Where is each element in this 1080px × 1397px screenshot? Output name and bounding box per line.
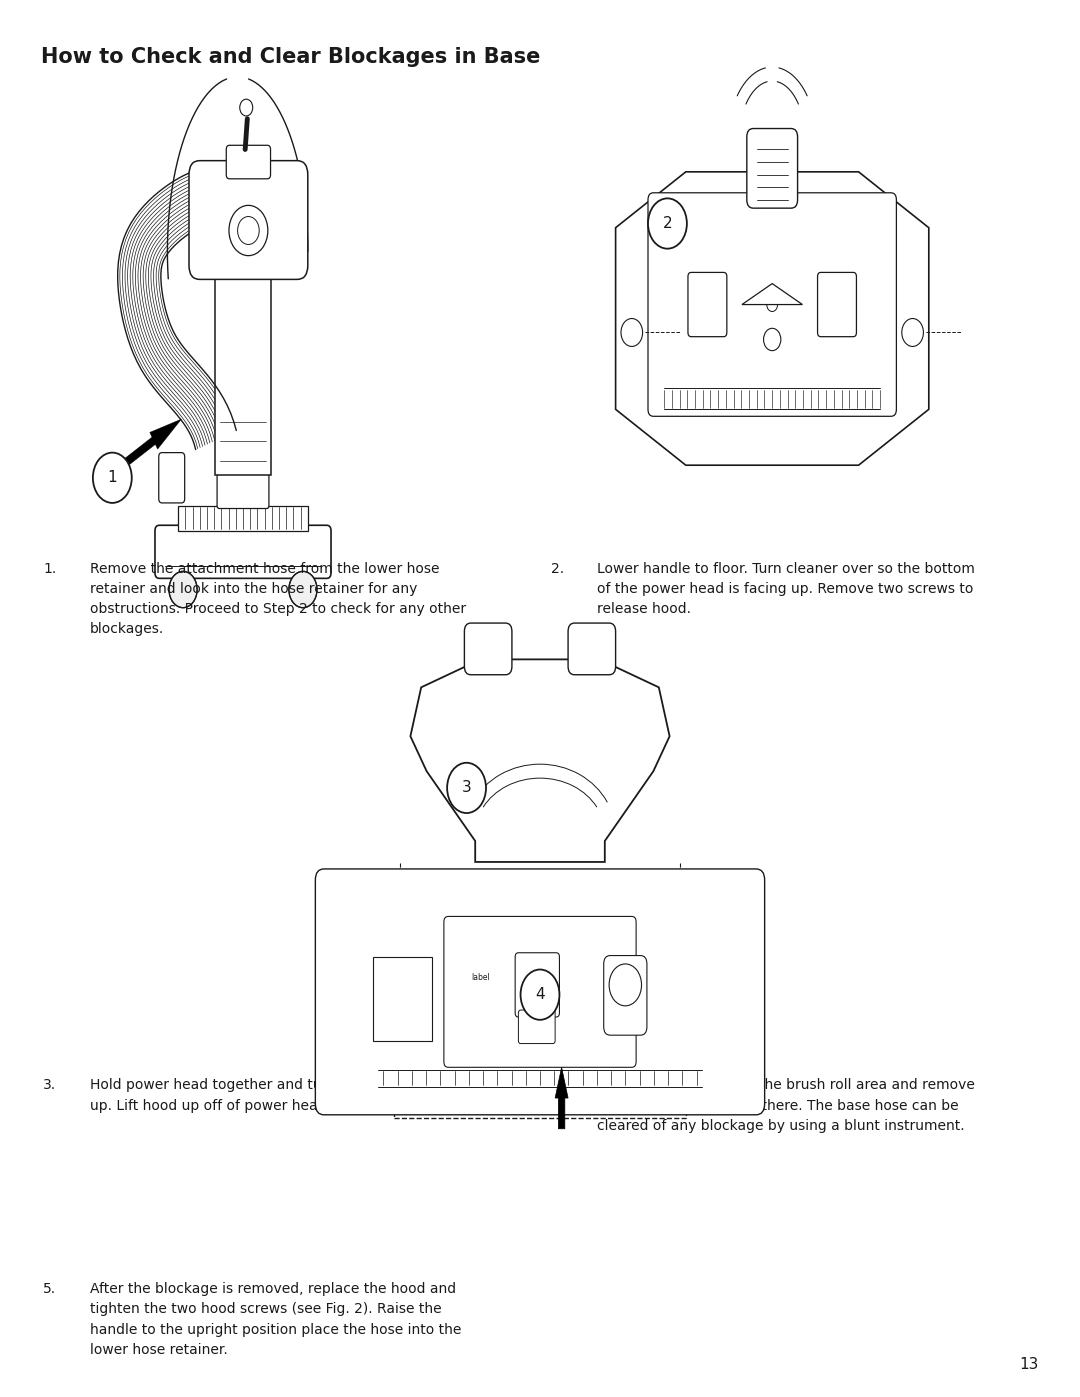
FancyBboxPatch shape [444, 916, 636, 1067]
Text: 13: 13 [1020, 1356, 1039, 1372]
Text: 2: 2 [663, 217, 672, 231]
Text: After the blockage is removed, replace the hood and
tighten the two hood screws : After the blockage is removed, replace t… [90, 1282, 461, 1356]
Text: 1.: 1. [43, 562, 56, 576]
Circle shape [288, 571, 318, 608]
FancyBboxPatch shape [604, 956, 647, 1035]
FancyBboxPatch shape [156, 525, 330, 578]
Bar [215, 265, 271, 475]
FancyBboxPatch shape [648, 193, 896, 416]
FancyBboxPatch shape [747, 129, 797, 208]
Polygon shape [616, 172, 929, 465]
Circle shape [93, 453, 132, 503]
FancyBboxPatch shape [518, 1010, 555, 1044]
FancyBboxPatch shape [688, 272, 727, 337]
Text: How to Check and Clear Blockages in Base: How to Check and Clear Blockages in Base [41, 47, 540, 67]
FancyBboxPatch shape [315, 869, 765, 1115]
FancyBboxPatch shape [568, 623, 616, 675]
Bar [373, 957, 432, 1041]
Text: Check for blockages in the brush roll area and remove
any obstructions found the: Check for blockages in the brush roll ar… [597, 1078, 975, 1133]
Bar [178, 506, 308, 531]
Circle shape [521, 970, 559, 1020]
FancyBboxPatch shape [227, 145, 271, 179]
Text: Remove the attachment hose from the lower hose
retainer and look into the hose r: Remove the attachment hose from the lowe… [90, 562, 465, 636]
Text: 1: 1 [108, 471, 117, 485]
Text: 4: 4 [536, 988, 544, 1002]
Text: Lower handle to floor. Turn cleaner over so the bottom
of the power head is faci: Lower handle to floor. Turn cleaner over… [597, 562, 975, 616]
Text: label: label [471, 974, 490, 982]
FancyBboxPatch shape [159, 453, 185, 503]
Bar [394, 873, 686, 1118]
FancyBboxPatch shape [490, 749, 590, 785]
FancyBboxPatch shape [818, 272, 856, 337]
Polygon shape [742, 284, 802, 305]
Polygon shape [122, 419, 181, 468]
Circle shape [648, 198, 687, 249]
FancyBboxPatch shape [189, 161, 308, 279]
Polygon shape [410, 659, 670, 862]
Text: 5.: 5. [43, 1282, 56, 1296]
Text: 3: 3 [461, 781, 472, 795]
Text: 2.: 2. [551, 562, 564, 576]
Circle shape [447, 763, 486, 813]
Polygon shape [555, 1067, 568, 1129]
Text: Hold power head together and turn over with hood side
up. Lift hood up off of po: Hold power head together and turn over w… [90, 1078, 476, 1112]
Text: 4.: 4. [551, 1078, 564, 1092]
Text: 3.: 3. [43, 1078, 56, 1092]
FancyBboxPatch shape [464, 623, 512, 675]
Circle shape [170, 571, 197, 608]
FancyBboxPatch shape [217, 472, 269, 509]
FancyBboxPatch shape [515, 953, 559, 1017]
